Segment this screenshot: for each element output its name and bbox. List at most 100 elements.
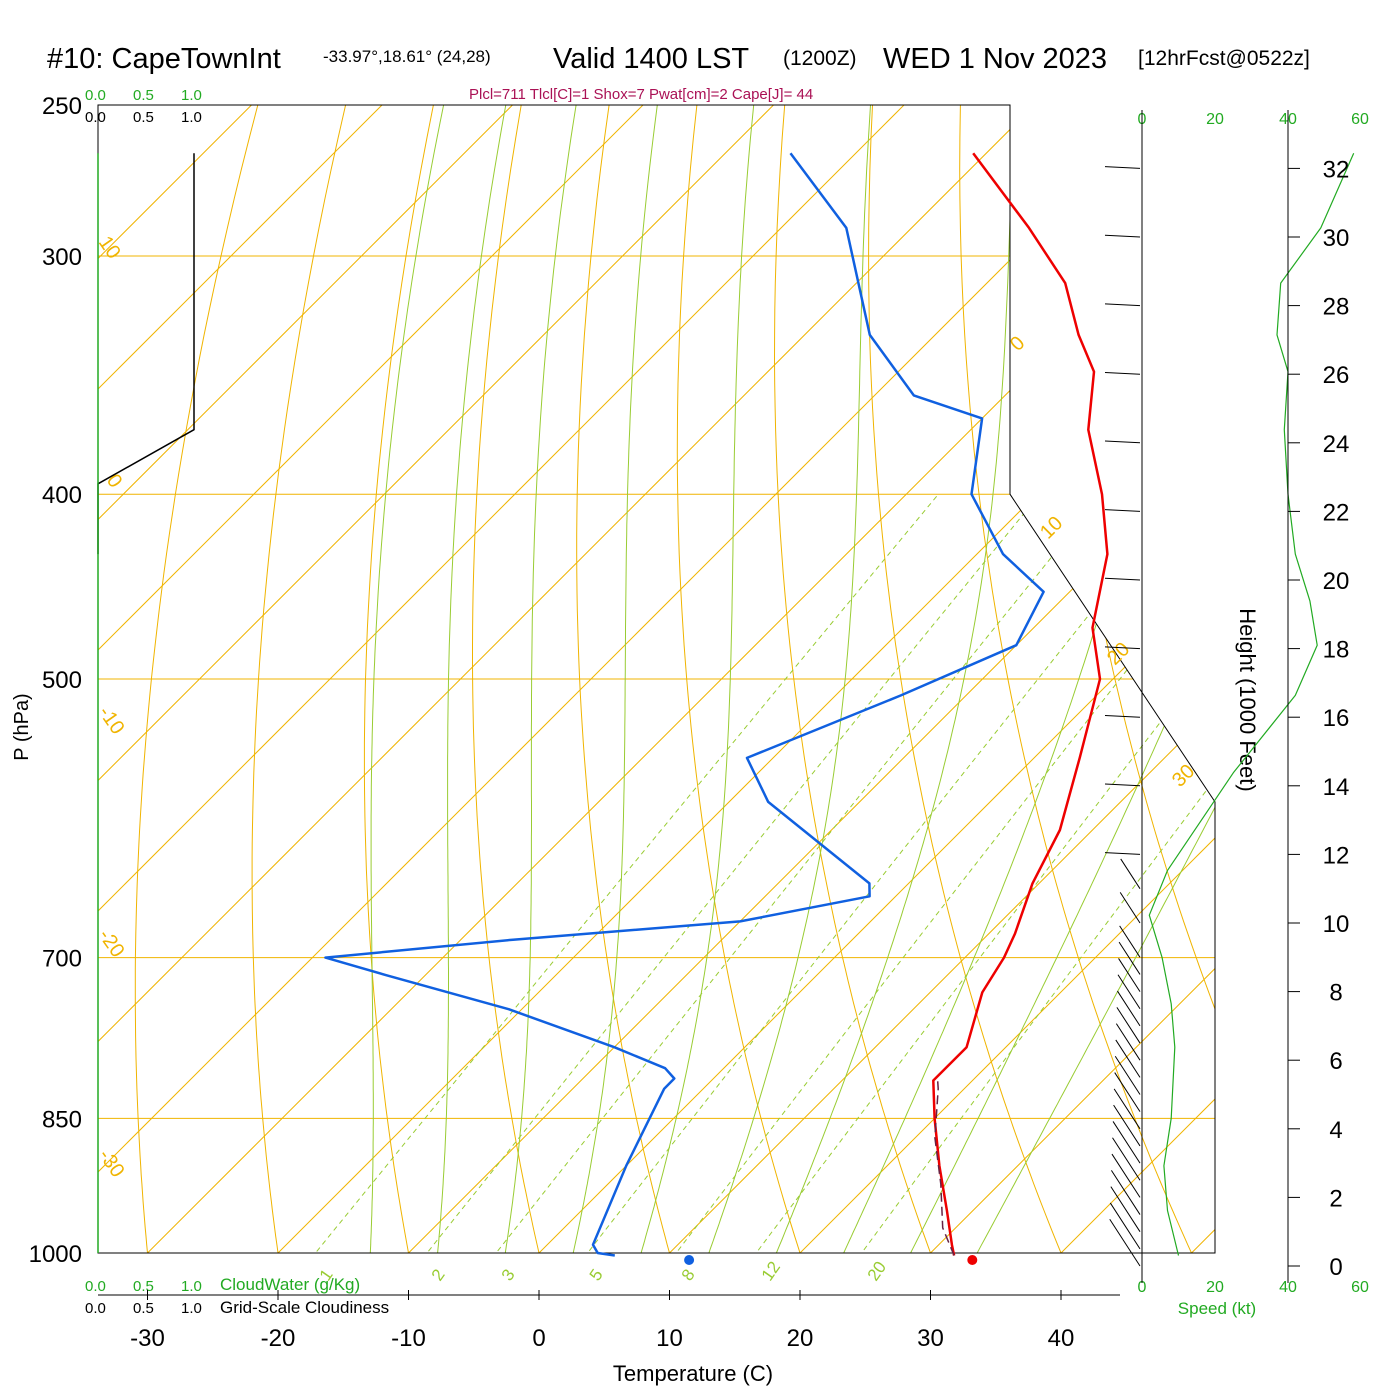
dewpoint-line: [324, 152, 1045, 1257]
height-tick-label: 20: [1323, 568, 1350, 595]
moist-adiabat-line: [432, 105, 507, 1253]
moist-adiabat-line: [759, 105, 1015, 1253]
dry-adiabat-line: [959, 105, 1211, 1253]
cloud-scale-bottom-1: 0.5: [133, 1278, 154, 1295]
wind-barb: [1104, 714, 1141, 718]
wind-barb: [1115, 1039, 1141, 1078]
dry-adiabat-line: [1312, 105, 1400, 1293]
wind-barb: [1117, 990, 1141, 1027]
isotherm-line: [98, 105, 513, 1253]
station-coords: -33.97°,18.61° (24,28): [323, 47, 491, 66]
height-tick-label: 28: [1323, 294, 1350, 321]
height-tick-label: 6: [1329, 1048, 1342, 1075]
isotherm-line: [98, 105, 1035, 1253]
wind-barb: [1116, 1007, 1141, 1044]
dry-adiabat-line: [363, 105, 434, 1253]
speed-scale-bottom-0: 0: [1138, 1279, 1147, 1296]
moist-adiabat-line: [889, 105, 1215, 1253]
plot-area: [98, 105, 1400, 1293]
isotherm-line: [628, 105, 1215, 1253]
cloud-scale-top-1: 0.5: [133, 87, 154, 104]
isotherm-label: 30: [1168, 760, 1199, 791]
dry-adiabat-line: [472, 105, 550, 1253]
temperature-line: [932, 152, 1109, 1256]
height-tick-label: 14: [1323, 774, 1350, 801]
height-tick-label: 2: [1329, 1185, 1342, 1212]
isotherm-line: [98, 105, 905, 1253]
isotherm-line: [98, 105, 1166, 1253]
mixing-ratio-label: 5: [586, 1266, 607, 1285]
wind-barb: [1119, 925, 1141, 958]
mixing-ratio-line: [725, 493, 1215, 1253]
wind-barb: [1112, 1121, 1141, 1164]
mark-layer: [97, 152, 1355, 1267]
mixing-ratio-line: [463, 493, 1103, 1253]
mixing-ratio-line: [555, 493, 1186, 1253]
wind-barb: [1104, 646, 1141, 650]
height-tick-label: 16: [1323, 705, 1350, 732]
mixing-ratio-line: [644, 493, 1215, 1253]
cloud-scale-top-2: 1.0: [181, 87, 202, 104]
temp-tick-label: -20: [261, 1325, 296, 1352]
moist-adiabat-line: [563, 105, 658, 1253]
temp-tick-label: 30: [917, 1325, 944, 1352]
height-tick-label: 8: [1329, 980, 1342, 1007]
height-tick-label: 32: [1323, 156, 1350, 183]
pressure-tick-label: 300: [42, 244, 82, 271]
moist-adiabat-line: [628, 105, 755, 1253]
isotherm-line: [1150, 105, 1215, 1253]
height-tick-label: 24: [1323, 431, 1350, 458]
wind-barb: [1110, 1170, 1141, 1215]
wind-barb: [1118, 941, 1141, 975]
mixing-ratio-line: [282, 493, 939, 1253]
wind-barb: [1104, 509, 1141, 512]
isotherm-line: [98, 105, 644, 1253]
speed-scale-top-3: 60: [1351, 111, 1369, 128]
wind-barb: [1104, 783, 1141, 787]
moist-adiabat-line: [693, 105, 871, 1253]
isotherm-line: [367, 105, 1215, 1253]
speed-scale-top-1: 20: [1206, 111, 1224, 128]
isotherm-label: -20: [94, 925, 129, 961]
isotherm-line: [889, 105, 1215, 1253]
isotherm-label: 0: [1006, 332, 1029, 355]
dry-adiabat-line: [773, 105, 947, 1253]
wind-barb: [1119, 892, 1141, 924]
isotherm-line: [1020, 105, 1215, 1253]
cloud-scale-top2-2: 1.0: [181, 109, 202, 126]
wind-barb: [1115, 1023, 1141, 1061]
dry-adiabat-line: [134, 105, 259, 1253]
wind-barb: [1104, 234, 1141, 238]
height-tick-label: 4: [1329, 1117, 1342, 1144]
dry-adiabat-line: [676, 105, 814, 1253]
x-axis-label: Temperature (C): [613, 1361, 773, 1386]
wind-barb: [1117, 974, 1141, 1010]
isotherm-line: [98, 105, 252, 1253]
cloud-scale-top-0: 0.0: [85, 87, 106, 104]
cloudwater-label: CloudWater (g/Kg): [220, 1275, 360, 1294]
cloud-scale-bottom2-0: 0.0: [85, 1300, 106, 1317]
pressure-tick-label: 1000: [29, 1241, 82, 1268]
mixing-ratio-label: 12: [758, 1258, 784, 1284]
mixing-ratio-label: 8: [678, 1266, 699, 1285]
wind-barb: [1114, 1055, 1141, 1095]
isotherm-line: [98, 105, 774, 1253]
temp-tick-label: 20: [787, 1325, 814, 1352]
dry-adiabat-line: [576, 105, 682, 1253]
wind-barb: [1104, 577, 1141, 581]
wind-barb: [1113, 1088, 1141, 1130]
height-tick-label: 18: [1323, 637, 1350, 664]
isotherm-line: [759, 105, 1215, 1253]
wind-barb: [1112, 1137, 1141, 1181]
speed-scale-bottom-1: 20: [1206, 1279, 1224, 1296]
isotherm-label: 0: [102, 470, 126, 492]
y-axis-label: P (hPa): [11, 693, 33, 760]
moist-adiabat-line: [367, 105, 445, 1253]
isotherm-label: 10: [1036, 512, 1067, 543]
cloud-scale-bottom-0: 0.0: [85, 1278, 106, 1295]
height-tick-label: 22: [1323, 499, 1350, 526]
speed-scale-bottom-2: 40: [1279, 1279, 1297, 1296]
wind-barb: [1104, 371, 1141, 375]
